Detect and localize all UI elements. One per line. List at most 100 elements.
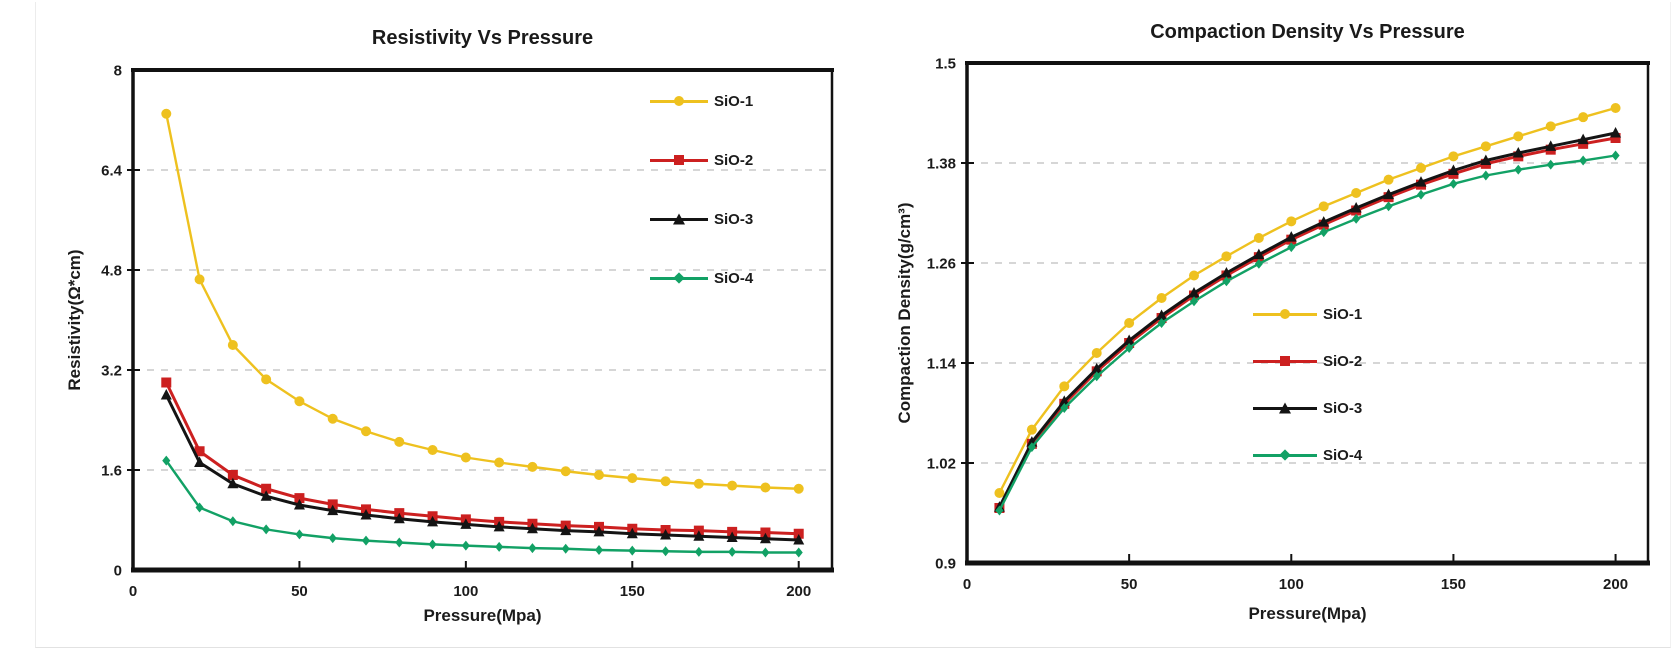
data-point-SiO-4 <box>728 546 737 557</box>
plot-area: 0.9 1.02 1.14 1.26 1.38 1.5 0 50 100 150 200 <box>927 55 1650 593</box>
data-point-SiO-4 <box>228 516 237 527</box>
data-point-SiO-4 <box>1611 150 1620 161</box>
legend-label: SiO-4 <box>714 269 754 287</box>
legend-label: SiO-4 <box>1323 446 1363 464</box>
y-tick-label: 1.6 <box>101 462 122 479</box>
data-point-SiO-3 <box>327 504 339 516</box>
data-point-SiO-2 <box>261 483 272 494</box>
data-point-SiO-4 <box>1416 189 1426 200</box>
data-point-SiO-3 <box>1447 164 1459 175</box>
legend-label: SiO-1 <box>1323 305 1363 323</box>
data-point-SiO-3 <box>1577 133 1589 145</box>
data-point-SiO-1 <box>693 478 704 489</box>
circle-marker-icon <box>1280 309 1290 319</box>
triangle-marker-icon <box>673 213 685 225</box>
data-point-SiO-4 <box>1287 242 1296 253</box>
data-point-SiO-1 <box>594 470 604 480</box>
legend-label: SiO-2 <box>1323 352 1363 370</box>
data-point-SiO-3 <box>1350 202 1362 213</box>
data-point-SiO-1 <box>194 274 205 285</box>
data-point-SiO-1 <box>294 396 305 407</box>
x-tick-label: 150 <box>620 583 645 600</box>
data-point-SiO-1 <box>1545 121 1556 132</box>
square-marker-icon <box>674 155 684 165</box>
data-point-SiO-4 <box>361 535 371 546</box>
legend-item-sio-3: SiO-3 <box>1253 400 1362 417</box>
data-point-SiO-4 <box>1060 403 1069 413</box>
y-tick-label: 8 <box>114 62 122 79</box>
y-tick-label: 0 <box>114 562 122 579</box>
legend-label: SiO-3 <box>714 210 754 228</box>
data-point-SiO-4 <box>1125 343 1134 353</box>
data-point-SiO-1 <box>227 340 238 350</box>
data-point-SiO-3 <box>660 529 672 540</box>
data-point-SiO-1 <box>427 445 438 455</box>
data-point-SiO-4 <box>461 540 470 551</box>
x-tick-label: 100 <box>1279 576 1304 593</box>
data-point-SiO-3 <box>1156 309 1168 320</box>
series-line-SiO-2 <box>164 381 799 536</box>
legend-item-sio-3: SiO-3 <box>650 210 754 228</box>
data-point-SiO-3 <box>393 512 405 524</box>
scan-border <box>35 2 1671 648</box>
data-point-SiO-1 <box>361 426 371 437</box>
series-line-SiO-4 <box>998 154 1616 512</box>
data-point-SiO-3 <box>360 509 372 520</box>
data-point-SiO-4 <box>262 524 271 535</box>
data-point-SiO-4 <box>1579 155 1588 166</box>
data-point-SiO-3 <box>1253 248 1265 260</box>
data-point-SiO-3 <box>1545 140 1557 151</box>
data-point-SiO-3 <box>1123 334 1135 345</box>
data-point-SiO-3 <box>1415 176 1427 187</box>
y-tick-label: 1.5 <box>935 55 956 72</box>
x-tick-label: 0 <box>129 583 137 600</box>
data-point-SiO-1 <box>1318 201 1329 212</box>
legend-label: SiO-1 <box>714 92 754 110</box>
data-point-SiO-3 <box>1512 147 1524 158</box>
data-point-SiO-1 <box>1513 131 1524 142</box>
y-tick-label: 1.14 <box>927 355 957 372</box>
data-point-SiO-3 <box>493 520 505 532</box>
data-point-SiO-4 <box>428 539 437 550</box>
data-point-SiO-4 <box>694 546 703 557</box>
y-tick-label: 1.38 <box>927 155 956 172</box>
data-point-SiO-4 <box>195 502 204 513</box>
data-point-SiO-2 <box>294 493 305 504</box>
data-point-SiO-1 <box>1351 188 1362 198</box>
data-point-SiO-4 <box>1546 159 1555 170</box>
x-axis-label: Pressure(Mpa) <box>1248 604 1367 623</box>
data-point-SiO-3 <box>1610 127 1622 138</box>
data-point-SiO-1 <box>1156 293 1167 303</box>
data-point-SiO-4 <box>162 455 171 466</box>
data-point-SiO-2 <box>194 446 205 457</box>
y-tick-label: 6.4 <box>101 162 123 179</box>
legend: SiO-1 SiO-2 SiO-3 SiO-4 <box>1253 305 1363 495</box>
triangle-marker-icon <box>1279 402 1291 414</box>
data-point-SiO-2 <box>793 528 804 539</box>
legend-line <box>1253 356 1317 366</box>
data-point-SiO-4 <box>1319 227 1328 238</box>
data-point-SiO-1 <box>560 466 571 477</box>
data-point-SiO-4 <box>1027 442 1036 453</box>
data-point-SiO-2 <box>760 527 771 538</box>
x-tick-label: 200 <box>1603 576 1628 593</box>
legend-line <box>1253 449 1317 461</box>
data-point-SiO-4 <box>1514 164 1523 175</box>
x-axis-label: Pressure(Mpa) <box>423 606 542 625</box>
y-tick-label: 3.2 <box>101 362 122 379</box>
data-point-SiO-1 <box>394 436 405 447</box>
legend-line <box>650 155 708 165</box>
series-line-SiO-4 <box>165 459 799 554</box>
legend-item-sio-2: SiO-2 <box>1253 352 1363 370</box>
data-point-SiO-3 <box>194 456 206 467</box>
data-point-SiO-3 <box>726 531 738 542</box>
data-point-SiO-2 <box>227 470 238 480</box>
plot-area: 0 1.6 3.2 4.8 6.4 8 0 50 100 150 200 <box>101 62 834 600</box>
data-point-SiO-3 <box>1318 216 1330 227</box>
data-point-SiO-1 <box>1578 112 1589 123</box>
data-point-SiO-1 <box>494 457 505 468</box>
data-point-SiO-1 <box>1480 141 1491 152</box>
data-point-SiO-1 <box>327 413 338 424</box>
chart-compaction-density: Compaction Density Vs Pressure Compactio… <box>845 0 1674 670</box>
data-point-SiO-1 <box>793 483 804 494</box>
